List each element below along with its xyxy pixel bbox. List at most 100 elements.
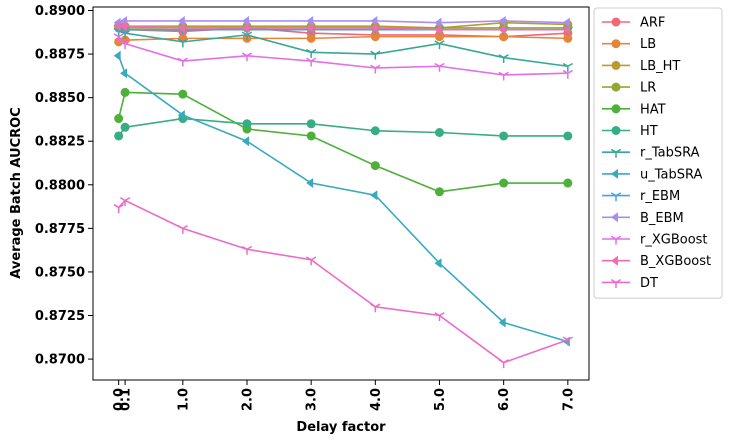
- data-point: [177, 224, 188, 234]
- data-point: [434, 312, 445, 322]
- x-axis-label: Delay factor: [296, 420, 386, 435]
- data-point: [434, 258, 442, 269]
- data-point: [498, 71, 509, 81]
- data-point: [434, 32, 444, 42]
- y-tick-label: 0.8875: [35, 48, 85, 63]
- legend-label: LB: [640, 37, 656, 52]
- data-point: [306, 256, 317, 266]
- data-point: [562, 62, 573, 72]
- legend-item: B_XGBoost: [602, 254, 711, 269]
- data-point: [434, 24, 442, 35]
- legend-marker: [610, 148, 622, 158]
- legend-marker: [611, 82, 621, 92]
- data-point: [306, 119, 316, 129]
- data-point: [177, 110, 185, 121]
- data-point: [306, 178, 314, 189]
- data-point: [119, 40, 131, 50]
- data-point: [563, 33, 573, 43]
- series-r_XGBoost: [113, 33, 573, 81]
- legend-marker: [610, 192, 622, 202]
- legend-item: B_EBM: [602, 211, 684, 226]
- data-point: [562, 17, 570, 28]
- y-tick-label: 0.8850: [35, 91, 85, 106]
- legend-marker: [611, 104, 621, 114]
- legend-marker: [611, 168, 618, 179]
- data-point: [498, 15, 506, 26]
- y-tick-label: 0.8700: [35, 353, 85, 368]
- data-point: [306, 131, 316, 141]
- legend-marker: [611, 126, 621, 135]
- data-point: [498, 24, 506, 35]
- legend-marker: [610, 235, 622, 245]
- legend-label: LR: [640, 81, 656, 96]
- data-point: [113, 33, 124, 43]
- data-point: [563, 178, 573, 188]
- plot-frame: [92, 6, 590, 381]
- series-line: [117, 91, 568, 193]
- x-tick-label: 7.0: [561, 388, 576, 411]
- data-point: [434, 127, 444, 137]
- data-point: [434, 62, 445, 72]
- legend-item: u_TabSRA: [602, 167, 703, 182]
- legend-marker: [611, 17, 621, 27]
- data-point: [370, 126, 380, 136]
- data-point: [177, 15, 185, 26]
- y-axis: 0.8700 0.8725 0.8750 0.8775 0.8800 0.8825 0.88…: [35, 4, 93, 368]
- data-point: [370, 32, 380, 42]
- data-point: [113, 204, 124, 213]
- legend-label: HAT: [640, 102, 666, 117]
- data-point: [119, 197, 131, 206]
- data-point: [113, 21, 121, 32]
- legend-label: r_XGBoost: [640, 233, 708, 248]
- legend-item: LB_HT: [602, 59, 680, 74]
- data-point: [370, 190, 378, 201]
- legend-label: DT: [640, 276, 658, 291]
- legend-item: r_XGBoost: [602, 233, 708, 248]
- x-tick-label: 1.0: [176, 388, 191, 411]
- data-point: [114, 131, 124, 141]
- data-point: [563, 131, 573, 141]
- legend-item: LR: [602, 81, 656, 96]
- data-point: [434, 187, 444, 197]
- y-tick-label: 0.8825: [35, 135, 85, 150]
- data-point: [499, 178, 509, 188]
- data-point: [370, 161, 380, 171]
- legend-label: ARF: [640, 16, 665, 31]
- x-tick-label: 3.0: [305, 388, 320, 411]
- legend-item: HAT: [602, 102, 666, 117]
- data-point: [370, 64, 381, 74]
- data-point: [241, 52, 253, 62]
- data-point: [370, 22, 378, 33]
- legend-marker: [611, 255, 618, 266]
- series-DT: [113, 197, 573, 369]
- data-point: [562, 69, 573, 79]
- data-point: [120, 21, 128, 32]
- data-point: [499, 32, 509, 42]
- x-tick-label: 2.0: [240, 388, 255, 411]
- data-point: [498, 317, 506, 328]
- data-point: [241, 136, 249, 147]
- data-point: [177, 38, 188, 48]
- data-point: [434, 17, 442, 28]
- data-point: [177, 57, 188, 67]
- legend-label: B_XGBoost: [640, 254, 711, 269]
- data-point: [178, 89, 188, 99]
- data-point: [498, 359, 509, 369]
- y-tick-label: 0.8900: [35, 4, 85, 19]
- y-axis-label: Average Batch AUCROC: [9, 107, 24, 278]
- y-tick-label: 0.8775: [35, 222, 85, 237]
- y-tick-label: 0.8750: [35, 265, 85, 280]
- legend-item: HT: [602, 124, 658, 139]
- legend-label: r_EBM: [640, 189, 680, 204]
- x-axis: 0.00.1 1.0 2.0 3.0 4.0 5.0 6.0 7.0: [112, 380, 576, 411]
- x-tick-label: 6.0: [497, 388, 512, 411]
- data-point: [370, 50, 381, 60]
- data-point: [306, 57, 317, 67]
- data-point: [562, 336, 573, 346]
- series-B_XGBoost: [113, 21, 570, 35]
- legend-item: LB: [602, 37, 656, 52]
- legend-item: r_TabSRA: [602, 146, 700, 161]
- legend-label: HT: [640, 124, 658, 139]
- legend-marker: [611, 60, 621, 70]
